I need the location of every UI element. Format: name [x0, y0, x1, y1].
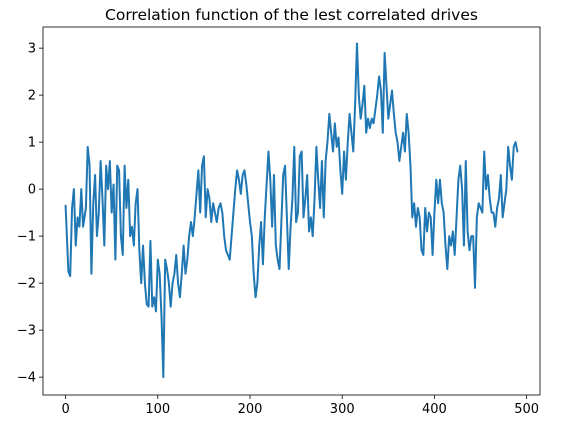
y-tick-label: 0	[28, 183, 36, 198]
y-tick-label: 3	[28, 42, 36, 57]
chart-title: Correlation function of the lest correla…	[105, 6, 478, 24]
axes-frame	[42, 26, 541, 396]
y-tick-label: −1	[17, 230, 36, 245]
x-tick-label: 400	[422, 402, 447, 417]
y-tick-label: −3	[17, 324, 36, 339]
y-tick-label: −4	[17, 371, 36, 386]
y-tick-label: −2	[17, 277, 36, 292]
y-tick-label: 1	[28, 136, 36, 151]
series-line-0	[64, 42, 519, 379]
x-tick-label: 200	[238, 402, 263, 417]
y-tick-label: 2	[28, 89, 36, 104]
x-axis: 0 100 200 300 400 500	[61, 395, 539, 417]
y-axis: −4 −3 −2 −1 0 1 2 3	[17, 42, 43, 386]
plot-area	[64, 42, 519, 379]
x-tick-label: 100	[145, 402, 170, 417]
x-tick-label: 300	[330, 402, 355, 417]
x-tick-label: 0	[61, 402, 69, 417]
x-tick-label: 500	[514, 402, 539, 417]
